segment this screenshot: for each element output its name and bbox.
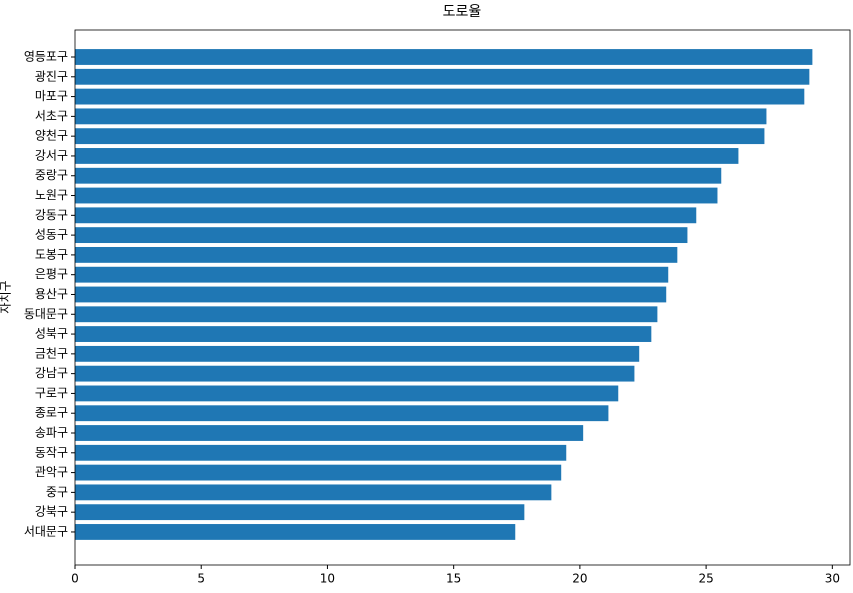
bar: [75, 444, 567, 461]
y-tick-label: 성북구: [35, 327, 68, 341]
bar: [75, 68, 810, 85]
bar: [75, 246, 678, 263]
y-tick-label: 중랑구: [35, 168, 68, 182]
chart-title: 도로율: [443, 4, 482, 20]
bar: [75, 88, 805, 105]
bar: [75, 524, 516, 540]
x-tick-label: 10: [320, 572, 335, 586]
plot-frame: [74, 29, 851, 566]
y-tick-label: 관악구: [35, 465, 68, 479]
bar: [75, 207, 697, 224]
bar: [75, 504, 525, 521]
y-tick-label: 노원구: [35, 188, 68, 202]
bar: [75, 187, 718, 204]
bar: [75, 167, 722, 184]
y-tick-label: 광진구: [35, 69, 68, 83]
y-tick-label: 도봉구: [35, 247, 68, 261]
bar: [75, 286, 667, 303]
y-tick-label: 종로구: [35, 406, 68, 420]
bar: [75, 49, 813, 65]
bar: [75, 484, 552, 501]
x-tick-label: 15: [446, 572, 461, 586]
y-tick-label: 은평구: [35, 267, 68, 281]
x-tick-label: 30: [825, 572, 840, 586]
y-tick-label: 용산구: [35, 287, 68, 301]
x-tick-label: 5: [197, 572, 205, 586]
y-tick-label: 송파구: [35, 426, 68, 440]
y-tick-label: 금천구: [35, 345, 68, 360]
y-tick-label: 구로구: [35, 386, 68, 400]
y-tick-label: 강남구: [35, 366, 68, 380]
bar: [75, 405, 609, 422]
bar: [75, 464, 562, 481]
bar: [75, 365, 635, 382]
y-tick-label: 강북구: [35, 505, 68, 519]
bar: [75, 385, 619, 402]
bar: [75, 108, 767, 125]
bar: [75, 326, 652, 342]
bar: [75, 266, 669, 283]
x-tick-label: 0: [71, 572, 79, 586]
y-tick-label: 동작구: [35, 445, 68, 459]
bar: [75, 306, 658, 323]
x-tick-label: 25: [698, 572, 713, 586]
y-tick-label: 영등포구: [24, 50, 68, 64]
y-tick-label: 서초구: [35, 109, 68, 123]
x-tick-label: 20: [572, 572, 587, 586]
bar: [75, 227, 688, 244]
bar: [75, 128, 765, 145]
y-tick-label: 양천구: [35, 128, 68, 143]
bar: [75, 148, 739, 164]
bar: [75, 425, 584, 441]
y-tick-label: 강서구: [35, 148, 68, 162]
y-tick-label: 서대문구: [24, 524, 68, 538]
y-tick-label: 마포구: [35, 89, 68, 103]
bar: [75, 345, 640, 362]
y-tick-label: 강동구: [35, 208, 68, 222]
y-tick-label: 중구: [46, 485, 68, 499]
y-tick-label: 동대문구: [24, 307, 68, 321]
y-tick-label: 성동구: [35, 228, 68, 242]
y-axis-label: 자치구: [0, 280, 13, 313]
